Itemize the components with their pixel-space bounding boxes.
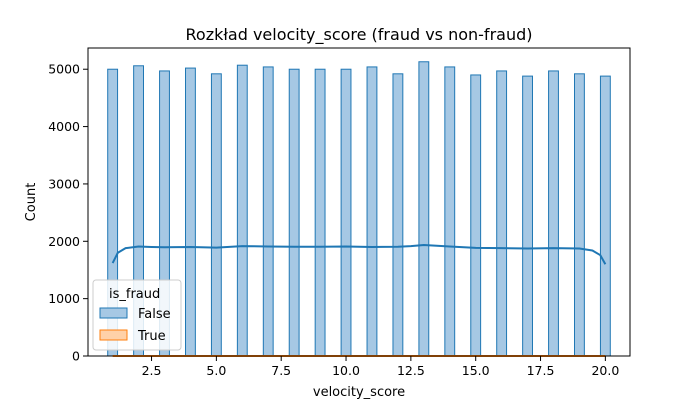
bar-false-11 xyxy=(366,66,378,357)
y-tick-label-5000: 5000 xyxy=(48,62,80,77)
bar-false-18 xyxy=(548,70,559,357)
legend-label-true: True xyxy=(137,329,166,344)
y-tick-label-3000: 3000 xyxy=(48,176,80,191)
bar-false-8 xyxy=(288,68,300,357)
bar-false-10 xyxy=(340,68,352,357)
x-tick-label-5.0: 5.0 xyxy=(206,363,226,378)
x-tick-label-15.0: 15.0 xyxy=(462,363,490,378)
x-axis: 2.5 5.0 7.5 10.0 12.5 15.0 17.5 20.0 xyxy=(142,356,619,378)
legend-title: is_fraud xyxy=(109,287,160,302)
x-tick-label-17.5: 17.5 xyxy=(527,363,555,378)
bar-false-13 xyxy=(418,61,430,357)
bar-false-4 xyxy=(185,67,196,357)
legend-swatch-false xyxy=(99,307,128,319)
y-axis-label: Count xyxy=(24,183,39,222)
legend-swatch-true xyxy=(99,329,128,341)
x-axis-label: velocity_score xyxy=(313,385,405,400)
bar-false-17 xyxy=(522,75,533,357)
chart-title: Rozkład velocity_score (fraud vs non-fra… xyxy=(186,25,533,45)
legend-label-false: False xyxy=(138,307,171,322)
x-tick-label-10.0: 10.0 xyxy=(332,363,360,378)
plot-frame xyxy=(87,47,631,357)
y-tick-label-1000: 1000 xyxy=(48,291,80,306)
y-axis: 0 1000 2000 3000 4000 5000 xyxy=(48,62,88,364)
x-tick-label-20.0: 20.0 xyxy=(591,363,619,378)
x-tick-label-7.5: 7.5 xyxy=(271,363,291,378)
bar-false-20 xyxy=(599,75,611,357)
x-tick-label-12.5: 12.5 xyxy=(397,363,425,378)
bar-false-19 xyxy=(574,73,585,357)
legend: is_fraud False True xyxy=(92,279,182,351)
bar-false-6 xyxy=(236,64,248,357)
bar-false-16 xyxy=(496,70,508,357)
bar-false-15 xyxy=(470,74,482,357)
kde-line-false xyxy=(111,244,607,265)
y-tick-label-2000: 2000 xyxy=(48,234,80,249)
bar-false-12 xyxy=(392,73,404,357)
bar-false-14 xyxy=(444,66,456,357)
bar-false-7 xyxy=(262,66,274,357)
y-tick-label-0: 0 xyxy=(72,349,80,364)
y-tick-label-4000: 4000 xyxy=(48,119,80,134)
x-tick-label-2.5: 2.5 xyxy=(142,363,162,378)
bar-false-5 xyxy=(210,73,222,357)
bar-false-9 xyxy=(314,68,326,357)
